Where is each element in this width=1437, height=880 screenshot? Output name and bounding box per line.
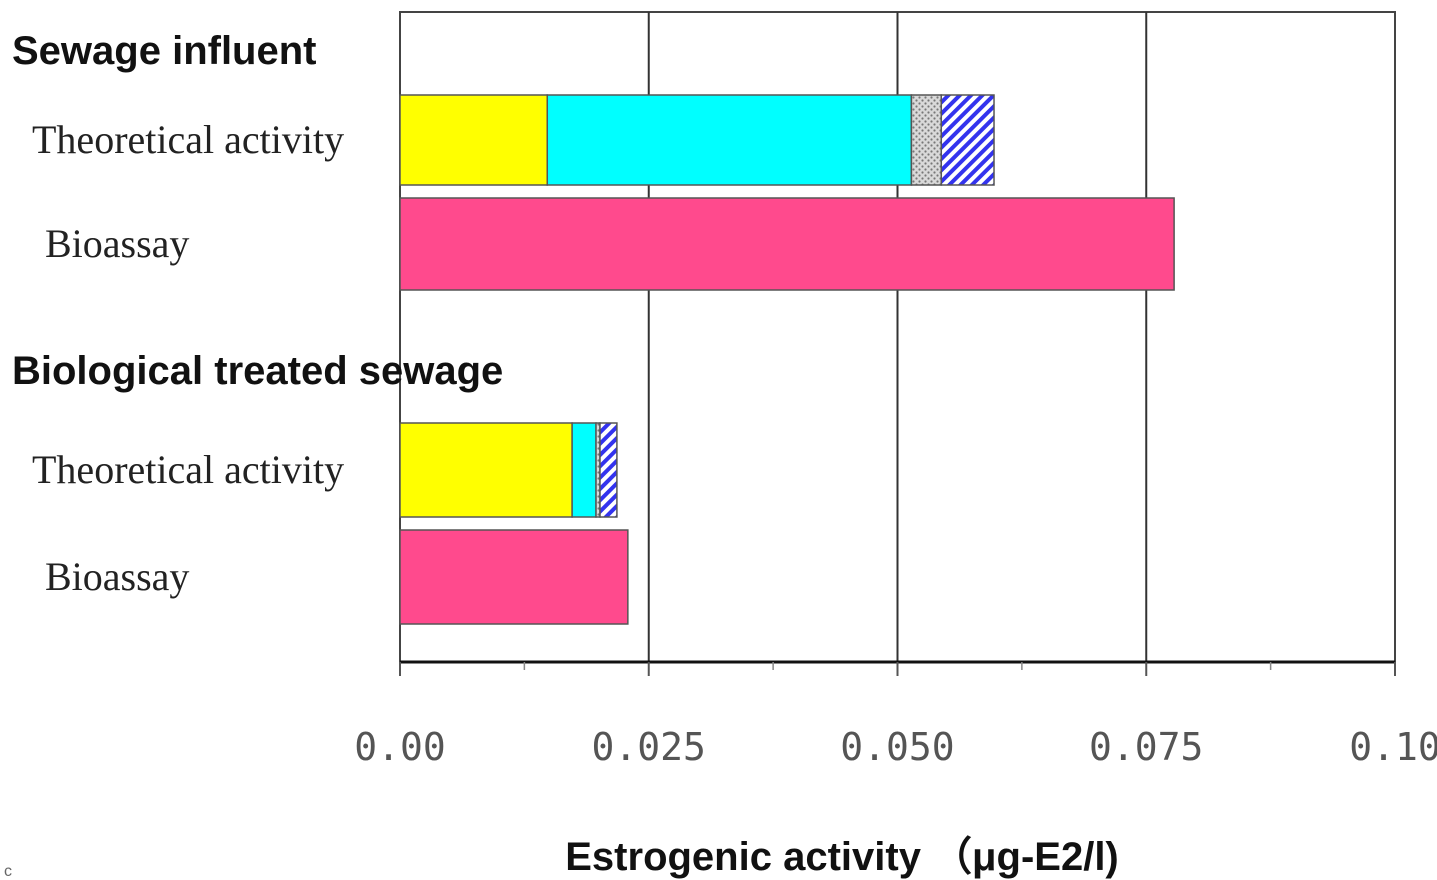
x-tick-label: 0.050 — [840, 725, 954, 769]
x-tick-label: 0.075 — [1089, 725, 1203, 769]
bar-segment — [399, 94, 549, 186]
stray-mark: c — [4, 863, 12, 880]
x-tick-label: 0.10 — [1349, 725, 1437, 769]
bar-segment — [399, 197, 1175, 291]
group-title: Biological treated sewage — [12, 349, 503, 393]
group-title: Sewage influent — [12, 29, 317, 73]
category-label: Bioassay — [45, 554, 189, 599]
bar-segment — [910, 94, 943, 186]
category-label: Theoretical activity — [32, 447, 344, 492]
bar-segment — [940, 94, 995, 186]
category-label: Theoretical activity — [32, 117, 344, 162]
x-tick-label: 0.00 — [354, 725, 446, 769]
category-label: Bioassay — [45, 221, 189, 266]
bar-segment — [599, 422, 618, 518]
bar-segment — [571, 422, 597, 518]
bar-segment — [399, 529, 629, 625]
x-axis-label: Estrogenic activity （μg-E2/l) — [565, 835, 1119, 879]
bar-segment — [399, 422, 573, 518]
x-tick-label: 0.025 — [592, 725, 706, 769]
bar-segment — [546, 94, 913, 186]
